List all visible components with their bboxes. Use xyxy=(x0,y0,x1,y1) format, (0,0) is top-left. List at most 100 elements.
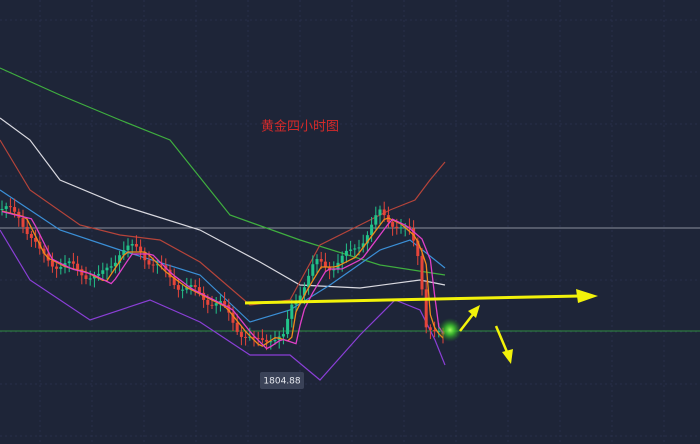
candle-body xyxy=(260,338,264,340)
candle-body xyxy=(13,207,17,212)
candle-body xyxy=(344,250,348,256)
candle-body xyxy=(290,304,294,319)
candle-body xyxy=(265,339,269,342)
arrow-head xyxy=(576,289,598,303)
candle-body xyxy=(357,247,361,249)
candle-body xyxy=(399,227,403,229)
candle-body xyxy=(168,269,172,278)
candle-body xyxy=(50,260,54,267)
candle-body xyxy=(189,285,193,287)
candle-body xyxy=(0,208,4,210)
candle-body xyxy=(80,269,84,276)
candle-body xyxy=(176,285,180,290)
candle-body xyxy=(365,235,369,244)
ma-line xyxy=(1,210,444,350)
candle-body xyxy=(424,289,428,328)
candle-body xyxy=(286,318,290,335)
candle-body xyxy=(118,255,122,263)
candle-body xyxy=(160,264,164,266)
arrow-head xyxy=(502,349,513,364)
candle-body xyxy=(420,256,424,290)
annotation-arrows xyxy=(244,289,598,364)
candle-body xyxy=(302,287,306,296)
candle-body xyxy=(391,222,395,227)
candle-body xyxy=(101,270,105,274)
candle-body xyxy=(382,209,386,216)
candle-body xyxy=(97,273,101,276)
candle-body xyxy=(218,301,222,304)
candle-body xyxy=(214,303,218,306)
ma-line xyxy=(0,117,446,289)
candle-body xyxy=(42,248,46,254)
candle-body xyxy=(248,336,252,338)
candle-body xyxy=(8,206,12,208)
candle-body xyxy=(84,275,88,279)
candle-body xyxy=(76,263,80,270)
candle-body xyxy=(395,226,399,229)
candle-body xyxy=(210,304,214,306)
fast-lines xyxy=(1,210,444,350)
candle-body xyxy=(139,246,143,253)
candle-body xyxy=(67,261,71,264)
candle-body xyxy=(29,234,33,238)
arrow-line xyxy=(459,312,475,332)
candle-body xyxy=(374,215,378,225)
arrow-line xyxy=(244,294,581,305)
price-tag xyxy=(260,372,304,389)
candle-body xyxy=(185,286,189,290)
candle-body xyxy=(273,340,277,342)
price-label: 1804.88 xyxy=(263,377,300,387)
candle-body xyxy=(416,240,420,257)
candle-body xyxy=(319,259,323,262)
candle-body xyxy=(130,244,134,246)
candle-body xyxy=(252,336,256,339)
candle-body xyxy=(311,264,315,276)
candle-body xyxy=(151,264,155,266)
candle-body xyxy=(71,261,75,264)
candle-body xyxy=(109,266,113,268)
candle-body xyxy=(181,289,185,291)
candle-body xyxy=(21,217,25,227)
candle-body xyxy=(193,285,197,288)
candle-body xyxy=(349,249,353,251)
candle-body xyxy=(25,226,29,235)
candle-body xyxy=(353,248,357,250)
candle-body xyxy=(147,260,151,265)
ma-line xyxy=(0,67,446,276)
candle-body xyxy=(206,299,210,305)
candle-body xyxy=(59,267,63,269)
ma-line xyxy=(0,189,446,323)
candle-body xyxy=(88,278,92,280)
candle-body xyxy=(155,264,159,266)
candle-body xyxy=(281,334,285,337)
candle-body xyxy=(223,301,227,305)
candle-body xyxy=(244,336,248,338)
candle-body xyxy=(113,262,117,267)
candles xyxy=(0,198,445,351)
candle-body xyxy=(378,209,382,216)
candle-body xyxy=(92,275,96,279)
candle-body xyxy=(34,237,38,242)
glow-dot xyxy=(438,318,462,342)
candle-body xyxy=(298,295,302,302)
arrow-line xyxy=(494,325,509,353)
candle-body xyxy=(370,224,374,236)
candle-body xyxy=(105,267,109,271)
candle-body xyxy=(197,287,201,293)
candle-body xyxy=(239,331,243,337)
candle-body xyxy=(143,252,147,261)
candle-body xyxy=(256,338,260,340)
candle-body xyxy=(134,244,138,247)
candle-body xyxy=(433,329,437,332)
candle-body xyxy=(428,327,432,330)
chart-title: 黄金四小时图 xyxy=(261,119,339,135)
candle-body xyxy=(55,266,59,269)
candle-body xyxy=(269,341,273,343)
candle-body xyxy=(122,250,126,256)
candle-body xyxy=(4,206,8,209)
candle-body xyxy=(315,259,319,265)
candle-body xyxy=(126,245,130,251)
